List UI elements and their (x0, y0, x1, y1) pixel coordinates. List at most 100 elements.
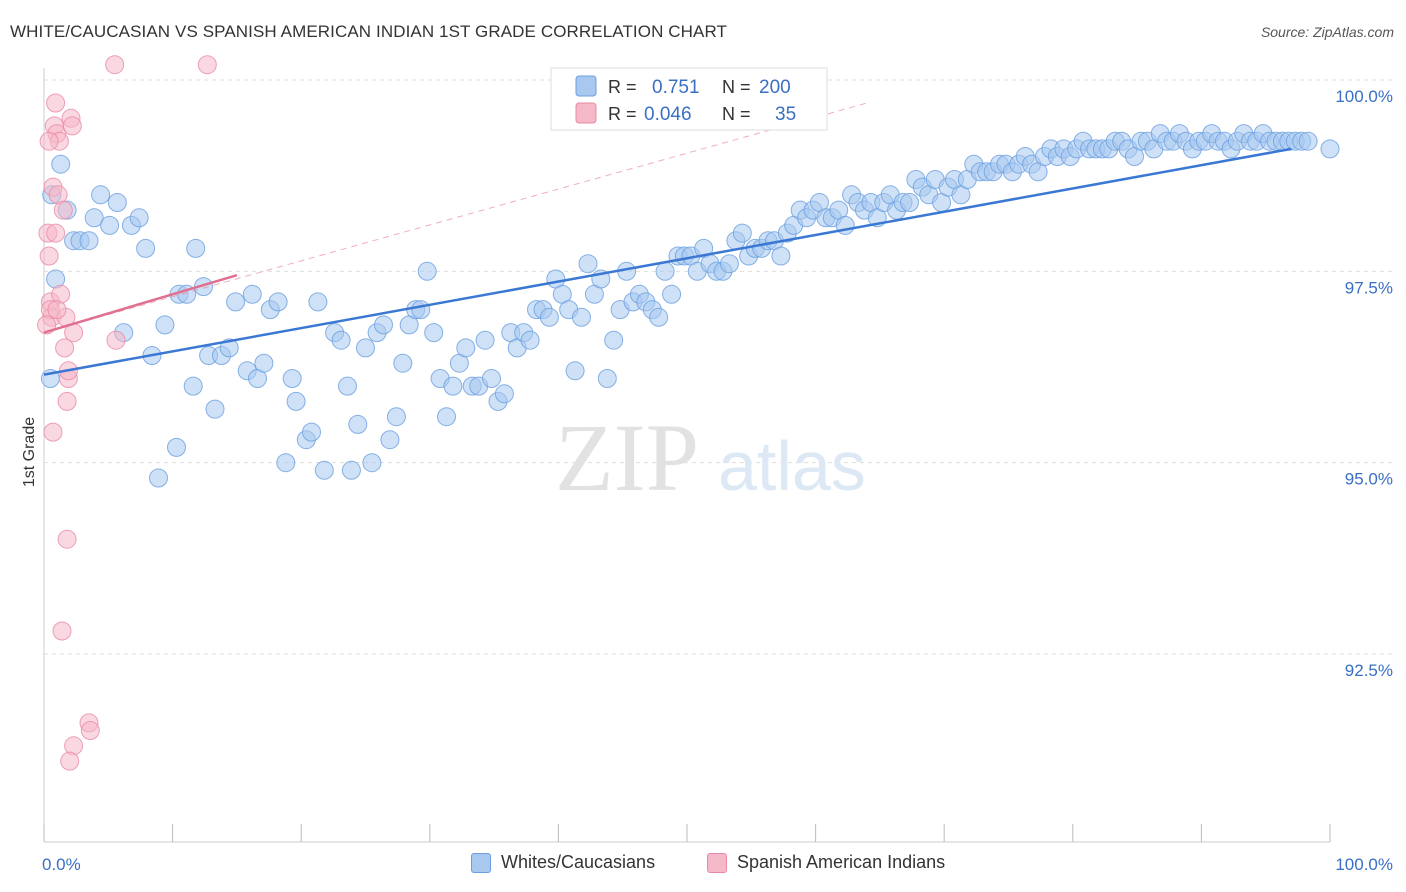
scatter-point-spanish (62, 116, 82, 136)
scatter-point-spanish (197, 55, 217, 75)
trend-line-spanish (43, 273, 238, 334)
scatter-point-whites (655, 261, 675, 281)
scatter-point-whites (79, 231, 99, 251)
scatter-point-whites (338, 376, 357, 396)
scatter-point-whites (100, 215, 120, 235)
scatter-point-spanish (47, 300, 67, 320)
scatter-point-whites (226, 292, 246, 312)
stats-n-label: N = (722, 77, 751, 97)
scatter-point-whites (374, 315, 393, 335)
scatter-point-whites (286, 391, 306, 411)
scatter-point-whites (282, 369, 302, 388)
watermark-zip: ZIP (555, 404, 699, 511)
scatter-point-spanish (105, 55, 125, 75)
scatter-point-whites (649, 307, 669, 327)
scatter-point-whites (719, 254, 739, 274)
scatter-point-spanish (46, 223, 66, 243)
scatter-point-whites (417, 261, 437, 281)
legend-swatch-whites (471, 852, 491, 873)
stats-r-value: 0.751 (652, 77, 700, 98)
scatter-point-whites (308, 292, 328, 312)
y-tick-label: 92.5% (1345, 661, 1393, 680)
scatter-point-spanish (57, 529, 77, 549)
scatter-point-whites (341, 460, 361, 480)
scatter-point-whites (91, 185, 111, 205)
scatter-point-spanish (60, 751, 80, 771)
scatter-point-whites (219, 338, 239, 358)
scatter-point-spanish (57, 391, 77, 411)
scatter-point-whites (482, 369, 501, 388)
stats-n-value: 35 (775, 104, 796, 125)
scatter-point-whites (242, 284, 262, 304)
stats-r-value: 0.046 (644, 104, 692, 125)
scatter-point-whites (494, 384, 514, 404)
scatter-point-whites (254, 353, 274, 373)
scatter-point-whites (539, 307, 559, 327)
scatter-point-whites (475, 330, 495, 350)
chart-source: Source: ZipAtlas.com (1260, 24, 1394, 40)
scatter-point-whites (348, 414, 368, 434)
scatter-point-whites (443, 376, 463, 396)
chart-title: WHITE/CAUCASIAN VS SPANISH AMERICAN INDI… (10, 22, 728, 41)
scatter-point-spanish (39, 246, 59, 266)
scatter-point-whites (314, 460, 334, 480)
scatter-point-whites (900, 193, 919, 212)
scatter-point-whites (565, 361, 585, 381)
legend-item-whites[interactable]: Whites/Caucasians (471, 852, 655, 873)
scatter-point-whites (129, 208, 149, 228)
scatter-point-whites (1298, 131, 1318, 151)
scatter-point-whites (424, 323, 444, 343)
scatter-point-whites (149, 468, 168, 488)
scatter-point-spanish (52, 621, 72, 641)
scatter-point-whites (732, 223, 752, 243)
scatter-point-whites (380, 430, 400, 450)
scatter-point-whites (597, 369, 617, 388)
watermark-atlas: atlas (718, 427, 866, 505)
scatter-point-whites (107, 193, 127, 212)
scatter-point-whites (578, 254, 598, 274)
scatter-point-whites (205, 399, 225, 419)
scatter-point-whites (136, 238, 156, 258)
trend-line-spanish-extended (43, 102, 868, 334)
bottom-legend: Whites/Caucasians Spanish American India… (0, 852, 1406, 878)
stats-r-label: R = (608, 77, 637, 97)
scatter-point-whites (662, 284, 682, 304)
scatter-point-whites (155, 315, 175, 335)
scatter-point-whites (331, 330, 351, 350)
scatter-point-whites (1320, 139, 1340, 159)
stats-swatch-spanish (575, 102, 597, 124)
scatter-point-whites (386, 407, 406, 427)
scatter-point-whites (520, 330, 540, 350)
scatter-point-whites (51, 154, 71, 174)
scatter-point-spanish (46, 93, 66, 113)
scatter-point-spanish (106, 330, 126, 350)
x-tick-label: 100.0% (1335, 855, 1393, 874)
scatter-point-whites (604, 330, 624, 350)
stats-legend: R = 0.751 N = 200 R = 0.046 N = 35 (550, 67, 828, 131)
legend-swatch-spanish (707, 852, 727, 873)
y-axis-title: 1st Grade (21, 417, 38, 487)
scatter-point-whites (456, 338, 476, 358)
scatter-point-spanish (43, 422, 63, 442)
scatter-point-whites (186, 238, 206, 258)
stats-swatch-whites (575, 75, 597, 97)
scatter-point-whites (183, 376, 203, 396)
y-tick-label: 97.5% (1345, 278, 1393, 297)
scatter-point-spanish (53, 200, 73, 220)
scatter-point-spanish (39, 131, 59, 151)
scatter-point-whites (771, 246, 791, 266)
legend-label-spanish: Spanish American Indians (737, 852, 946, 872)
scatter-point-spanish (55, 338, 75, 358)
stats-r-label: R = (608, 104, 637, 124)
y-tick-label: 95.0% (1345, 470, 1393, 489)
x-tick-label: 0.0% (42, 855, 81, 874)
scatter-point-whites (167, 437, 186, 457)
y-tick-label: 100.0% (1335, 87, 1393, 106)
trend-line-whites (43, 147, 1292, 376)
scatter-point-whites (411, 300, 431, 320)
legend-label-whites: Whites/Caucasians (501, 852, 656, 872)
legend-item-spanish[interactable]: Spanish American Indians (707, 852, 945, 873)
scatter-point-whites (393, 353, 413, 373)
stats-n-value: 200 (759, 77, 791, 98)
